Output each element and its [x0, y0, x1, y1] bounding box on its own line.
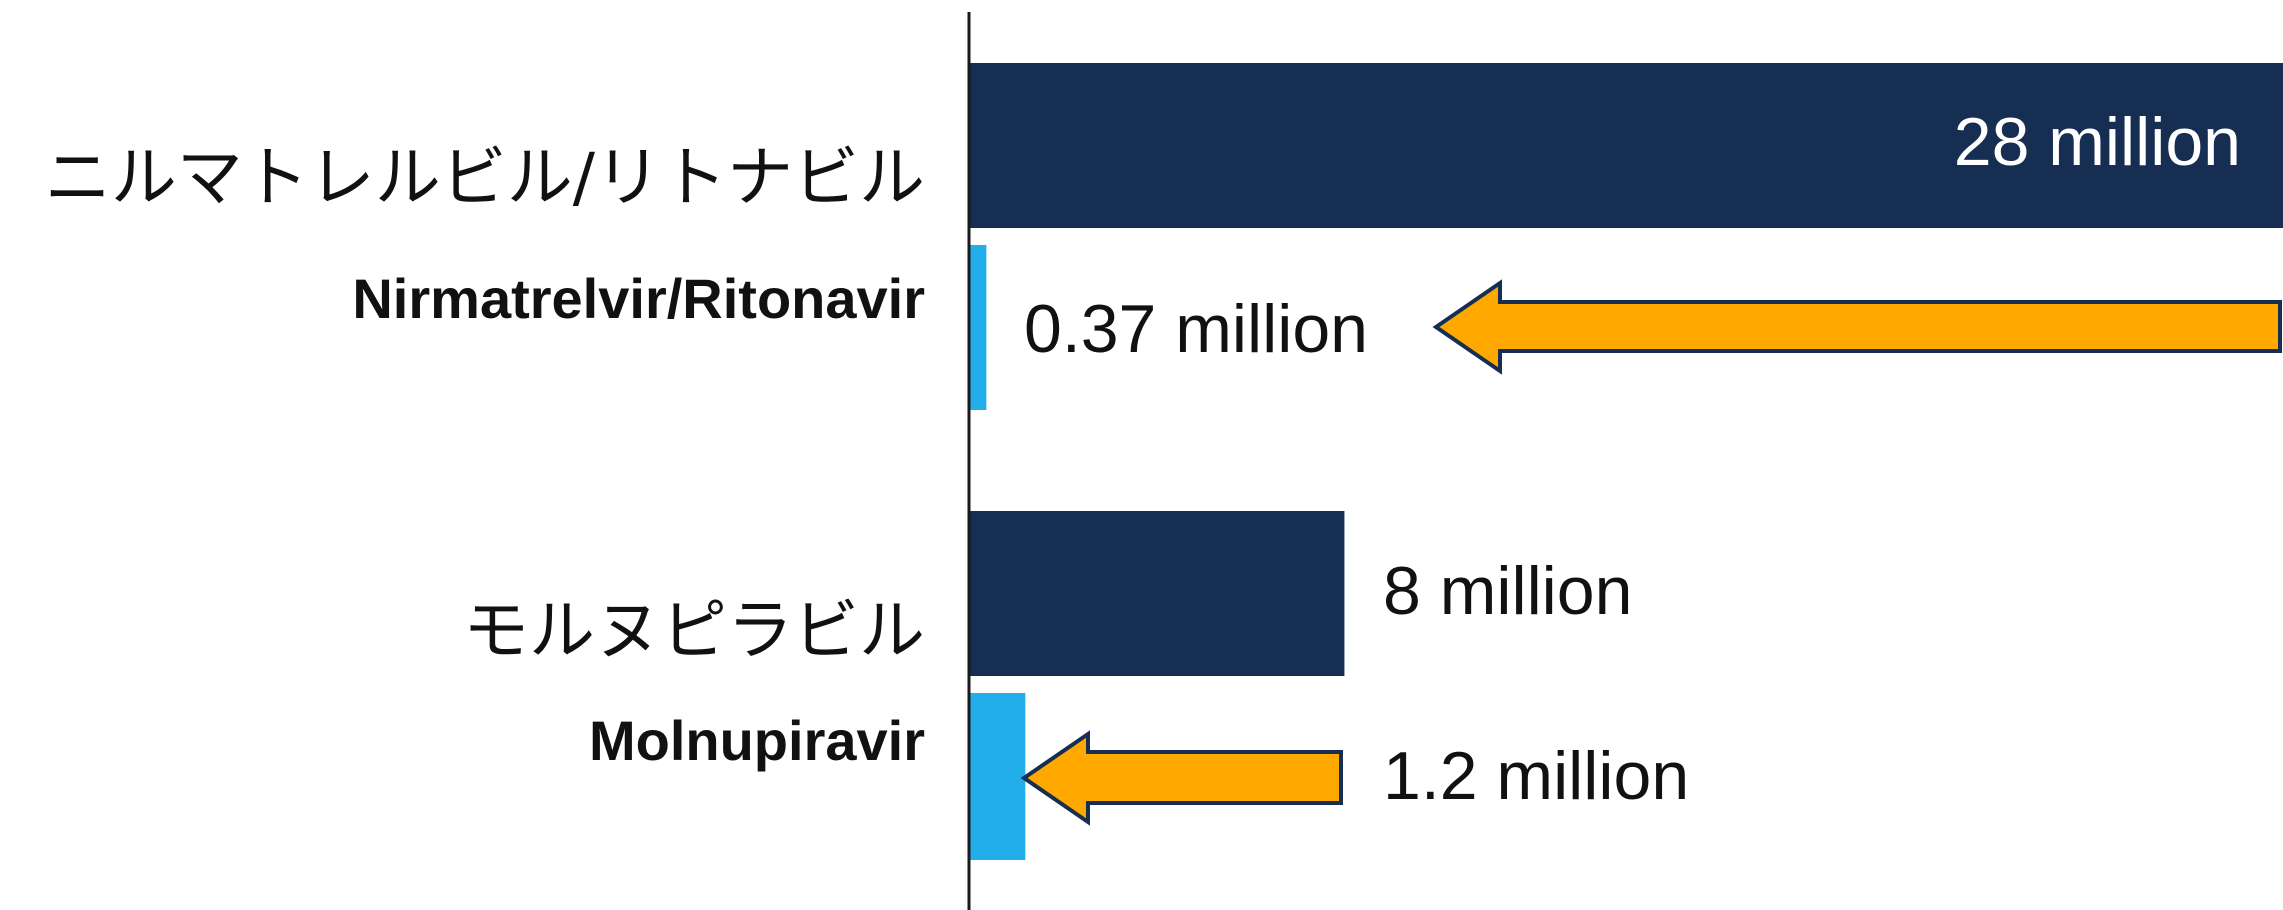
bar-nirmatrelvir-series-0: [969, 63, 2283, 228]
category-label-molnupiravir-en: Molnupiravir: [589, 709, 925, 772]
value-label-nirmatrelvir-series-1: 0.37 million: [1024, 291, 1368, 367]
bar-molnupiravir-series-1: [969, 693, 1026, 860]
category-label-nirmatrelvir-en: Nirmatrelvir/Ritonavir: [352, 267, 925, 330]
arrow-annotation-molnupiravir: [1020, 730, 1343, 826]
value-label-molnupiravir-series-0: 8 million: [1383, 553, 1632, 629]
bar-nirmatrelvir-series-1: [969, 245, 987, 410]
value-label-nirmatrelvir-series-0: 28 million: [1954, 104, 2241, 180]
category-label-nirmatrelvir-jp: ニルマトレルビル/リトナビル: [45, 139, 925, 216]
value-label-molnupiravir-series-1: 1.2 million: [1383, 738, 1689, 814]
category-label-molnupiravir-jp: モルヌピラビル: [463, 592, 925, 669]
arrow-annotation-nirmatrelvir: [1432, 279, 2282, 375]
bar-molnupiravir-series-0: [969, 511, 1345, 676]
